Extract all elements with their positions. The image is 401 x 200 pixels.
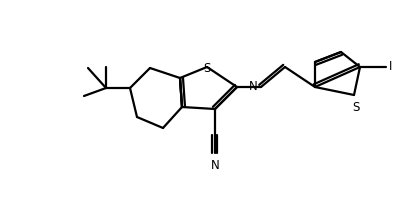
Text: I: I	[388, 60, 391, 73]
Text: S: S	[203, 62, 210, 75]
Text: S: S	[351, 101, 359, 114]
Text: N: N	[249, 80, 257, 93]
Text: N: N	[210, 159, 219, 172]
